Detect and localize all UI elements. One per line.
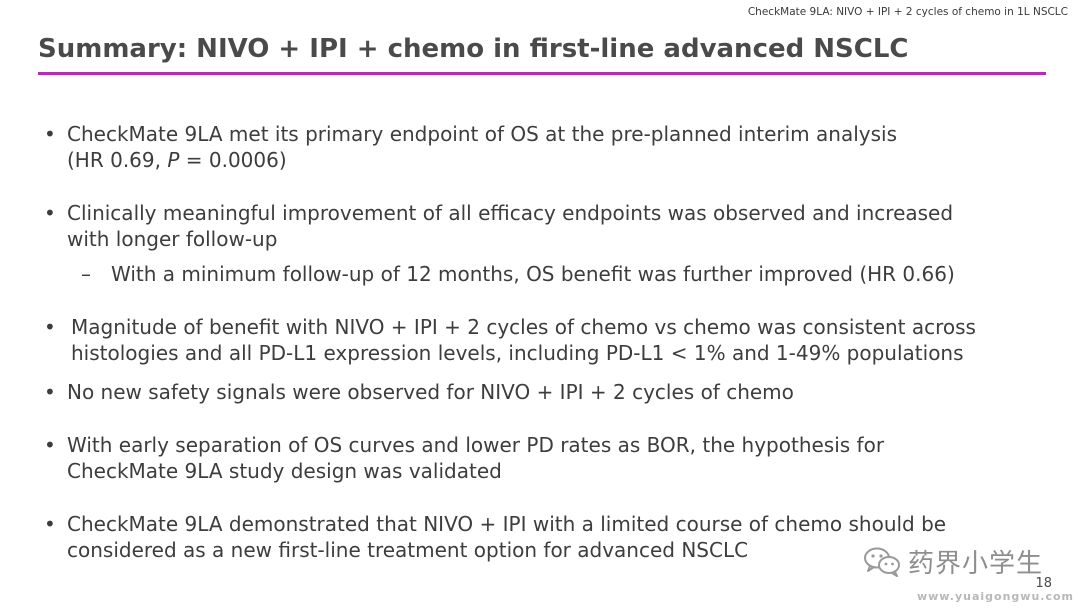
bullet-magnitude-of-benefit: • Magnitude of benefit with NIVO + IPI +… — [44, 314, 976, 366]
slide-title: Summary: NIVO + IPI + chemo in first-lin… — [38, 34, 909, 64]
watermark-text: 药界小学生 — [908, 548, 1044, 579]
bullet-primary-endpoint: • CheckMate 9LA met its primary endpoint… — [44, 121, 897, 173]
bullet-safety-signals: • No new safety signals were observed fo… — [44, 379, 794, 405]
bullet-line: considered as a new first-line treatment… — [67, 538, 749, 562]
bullet-line: CheckMate 9LA demonstrated that NIVO + I… — [67, 512, 947, 536]
bullet-line: CheckMate 9LA study design was validated — [67, 459, 502, 483]
bullet-study-design: • With early separation of OS curves and… — [44, 432, 885, 484]
bullet-efficacy-endpoints: • Clinically meaningful improvement of a… — [44, 200, 954, 252]
bullet-conclusion: • CheckMate 9LA demonstrated that NIVO +… — [44, 511, 947, 563]
bullet-line: CheckMate 9LA met its primary endpoint o… — [67, 122, 897, 146]
p-value-symbol: P — [167, 148, 180, 172]
bullet-line: Magnitude of benefit with NIVO + IPI + 2… — [71, 315, 976, 339]
bullet-line: With early separation of OS curves and l… — [67, 433, 885, 457]
wechat-watermark: 药界小学生 — [862, 544, 1044, 579]
header-tag: CheckMate 9LA: NIVO + IPI + 2 cycles of … — [747, 6, 1068, 18]
bullet-marker: • — [44, 512, 56, 536]
site-watermark: www.yuaigongwu.com — [916, 590, 1074, 603]
bullet-line: with longer follow-up — [67, 227, 278, 251]
bullet-text: = 0.0006) — [179, 148, 287, 172]
page-number: 18 — [1035, 576, 1052, 591]
bullet-marker: • — [44, 201, 56, 225]
bullet-line: histologies and all PD-L1 expression lev… — [71, 341, 964, 365]
sub-bullet-follow-up: – With a minimum follow-up of 12 months,… — [81, 261, 955, 287]
bullet-text: (HR 0.69, — [67, 148, 168, 172]
bullet-marker: • — [44, 315, 56, 339]
bullet-marker: • — [44, 380, 56, 404]
title-underline — [38, 72, 1046, 75]
bullet-line: Clinically meaningful improvement of all… — [67, 201, 954, 225]
bullet-line: (HR 0.69, P = 0.0006) — [67, 147, 897, 173]
wechat-icon — [864, 547, 900, 577]
sub-bullet-marker: – — [81, 262, 91, 286]
bullet-line: No new safety signals were observed for … — [67, 380, 794, 404]
bullet-line: With a minimum follow-up of 12 months, O… — [111, 262, 955, 286]
bullet-marker: • — [44, 122, 56, 146]
bullet-marker: • — [44, 433, 56, 457]
